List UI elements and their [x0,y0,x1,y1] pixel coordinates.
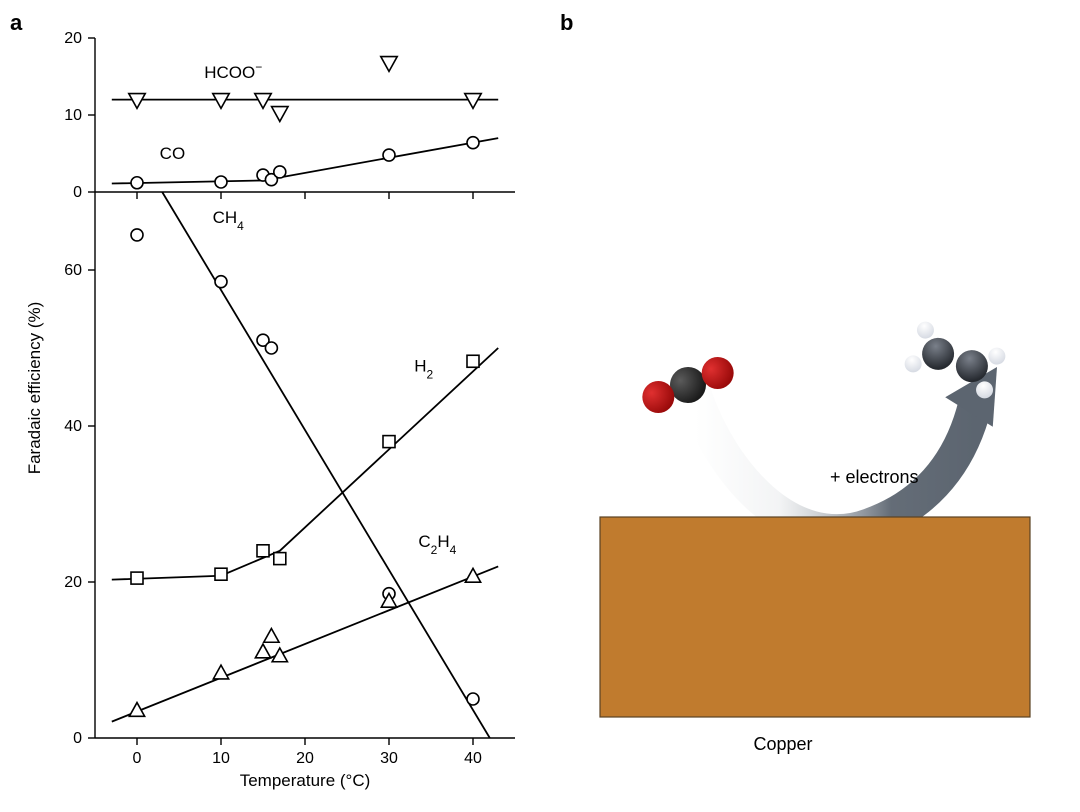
y-tick-label: 10 [64,107,82,124]
y-tick-label: 20 [64,30,82,47]
y-tick-label: 0 [73,184,82,201]
figure-stage: a b 0 10 20 30 40 0 20 40 60 0 10 20 Temperature (°C) F… [0,0,1080,812]
x-axis-label: Temperature (°C) [240,771,371,790]
y-axis-label: Faradaic efficiency (%) [25,302,44,475]
copper-label: Copper [753,734,812,754]
x-tick-label: 0 [133,750,142,767]
y-tick-label: 20 [64,574,82,591]
figure-svg: a b 0 10 20 30 40 0 20 40 60 0 10 20 Temperature (°C) F… [0,0,1080,812]
x-tick-label: 20 [296,750,314,767]
x-tick-label: 10 [212,750,230,767]
panel-label-a: a [10,10,23,35]
panel-label-b: b [560,10,573,35]
x-tick-label: 40 [464,750,482,767]
y-tick-label: 40 [64,418,82,435]
electrons-annotation: + electrons [830,467,919,487]
y-tick-label: 60 [64,262,82,279]
y-tick-label: 0 [73,730,82,747]
series-label: HCOO− [204,60,262,82]
series-label: CO [160,144,186,163]
x-tick-label: 30 [380,750,398,767]
copper-block [600,517,1030,717]
